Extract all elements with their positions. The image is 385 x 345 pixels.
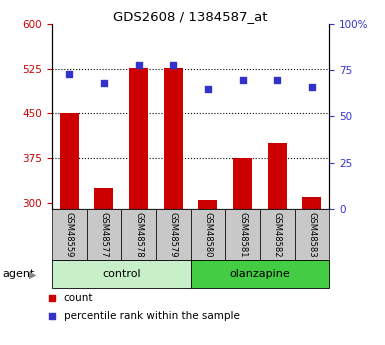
Text: GSM48578: GSM48578 — [134, 212, 143, 257]
Bar — [52, 209, 87, 260]
Bar — [87, 209, 121, 260]
Bar — [156, 209, 191, 260]
Text: control: control — [102, 269, 141, 279]
Text: GSM48580: GSM48580 — [203, 212, 213, 257]
Bar — [191, 209, 225, 260]
Bar — [94, 188, 114, 209]
Bar — [268, 143, 287, 209]
Bar — [121, 209, 156, 260]
Point — [170, 62, 176, 68]
Text: GSM48583: GSM48583 — [307, 212, 316, 257]
Text: GSM48582: GSM48582 — [273, 212, 282, 257]
Text: GSM48559: GSM48559 — [65, 212, 74, 257]
Bar — [260, 209, 295, 260]
Text: olanzapine: olanzapine — [229, 269, 290, 279]
Point — [193, 260, 199, 266]
Point — [274, 77, 280, 82]
Bar — [52, 260, 191, 288]
Text: percentile rank within the sample: percentile rank within the sample — [64, 311, 239, 321]
Text: GSM48577: GSM48577 — [99, 212, 109, 257]
Title: GDS2608 / 1384587_at: GDS2608 / 1384587_at — [113, 10, 268, 23]
Point — [239, 77, 246, 82]
Bar — [129, 68, 148, 209]
Bar — [164, 68, 183, 209]
Text: count: count — [64, 293, 93, 303]
Bar — [225, 209, 260, 260]
Point — [66, 71, 72, 77]
Bar — [295, 209, 329, 260]
Bar — [191, 260, 329, 288]
Bar — [198, 200, 218, 209]
Point — [193, 91, 199, 96]
Point — [101, 80, 107, 86]
Bar — [302, 197, 321, 209]
Point — [309, 84, 315, 90]
Point — [205, 86, 211, 91]
Text: GSM48579: GSM48579 — [169, 212, 178, 257]
Bar — [233, 158, 252, 209]
Text: GSM48581: GSM48581 — [238, 212, 247, 257]
Point — [136, 62, 142, 68]
Text: agent: agent — [2, 269, 34, 279]
Bar — [60, 114, 79, 209]
Text: ▶: ▶ — [29, 269, 37, 279]
